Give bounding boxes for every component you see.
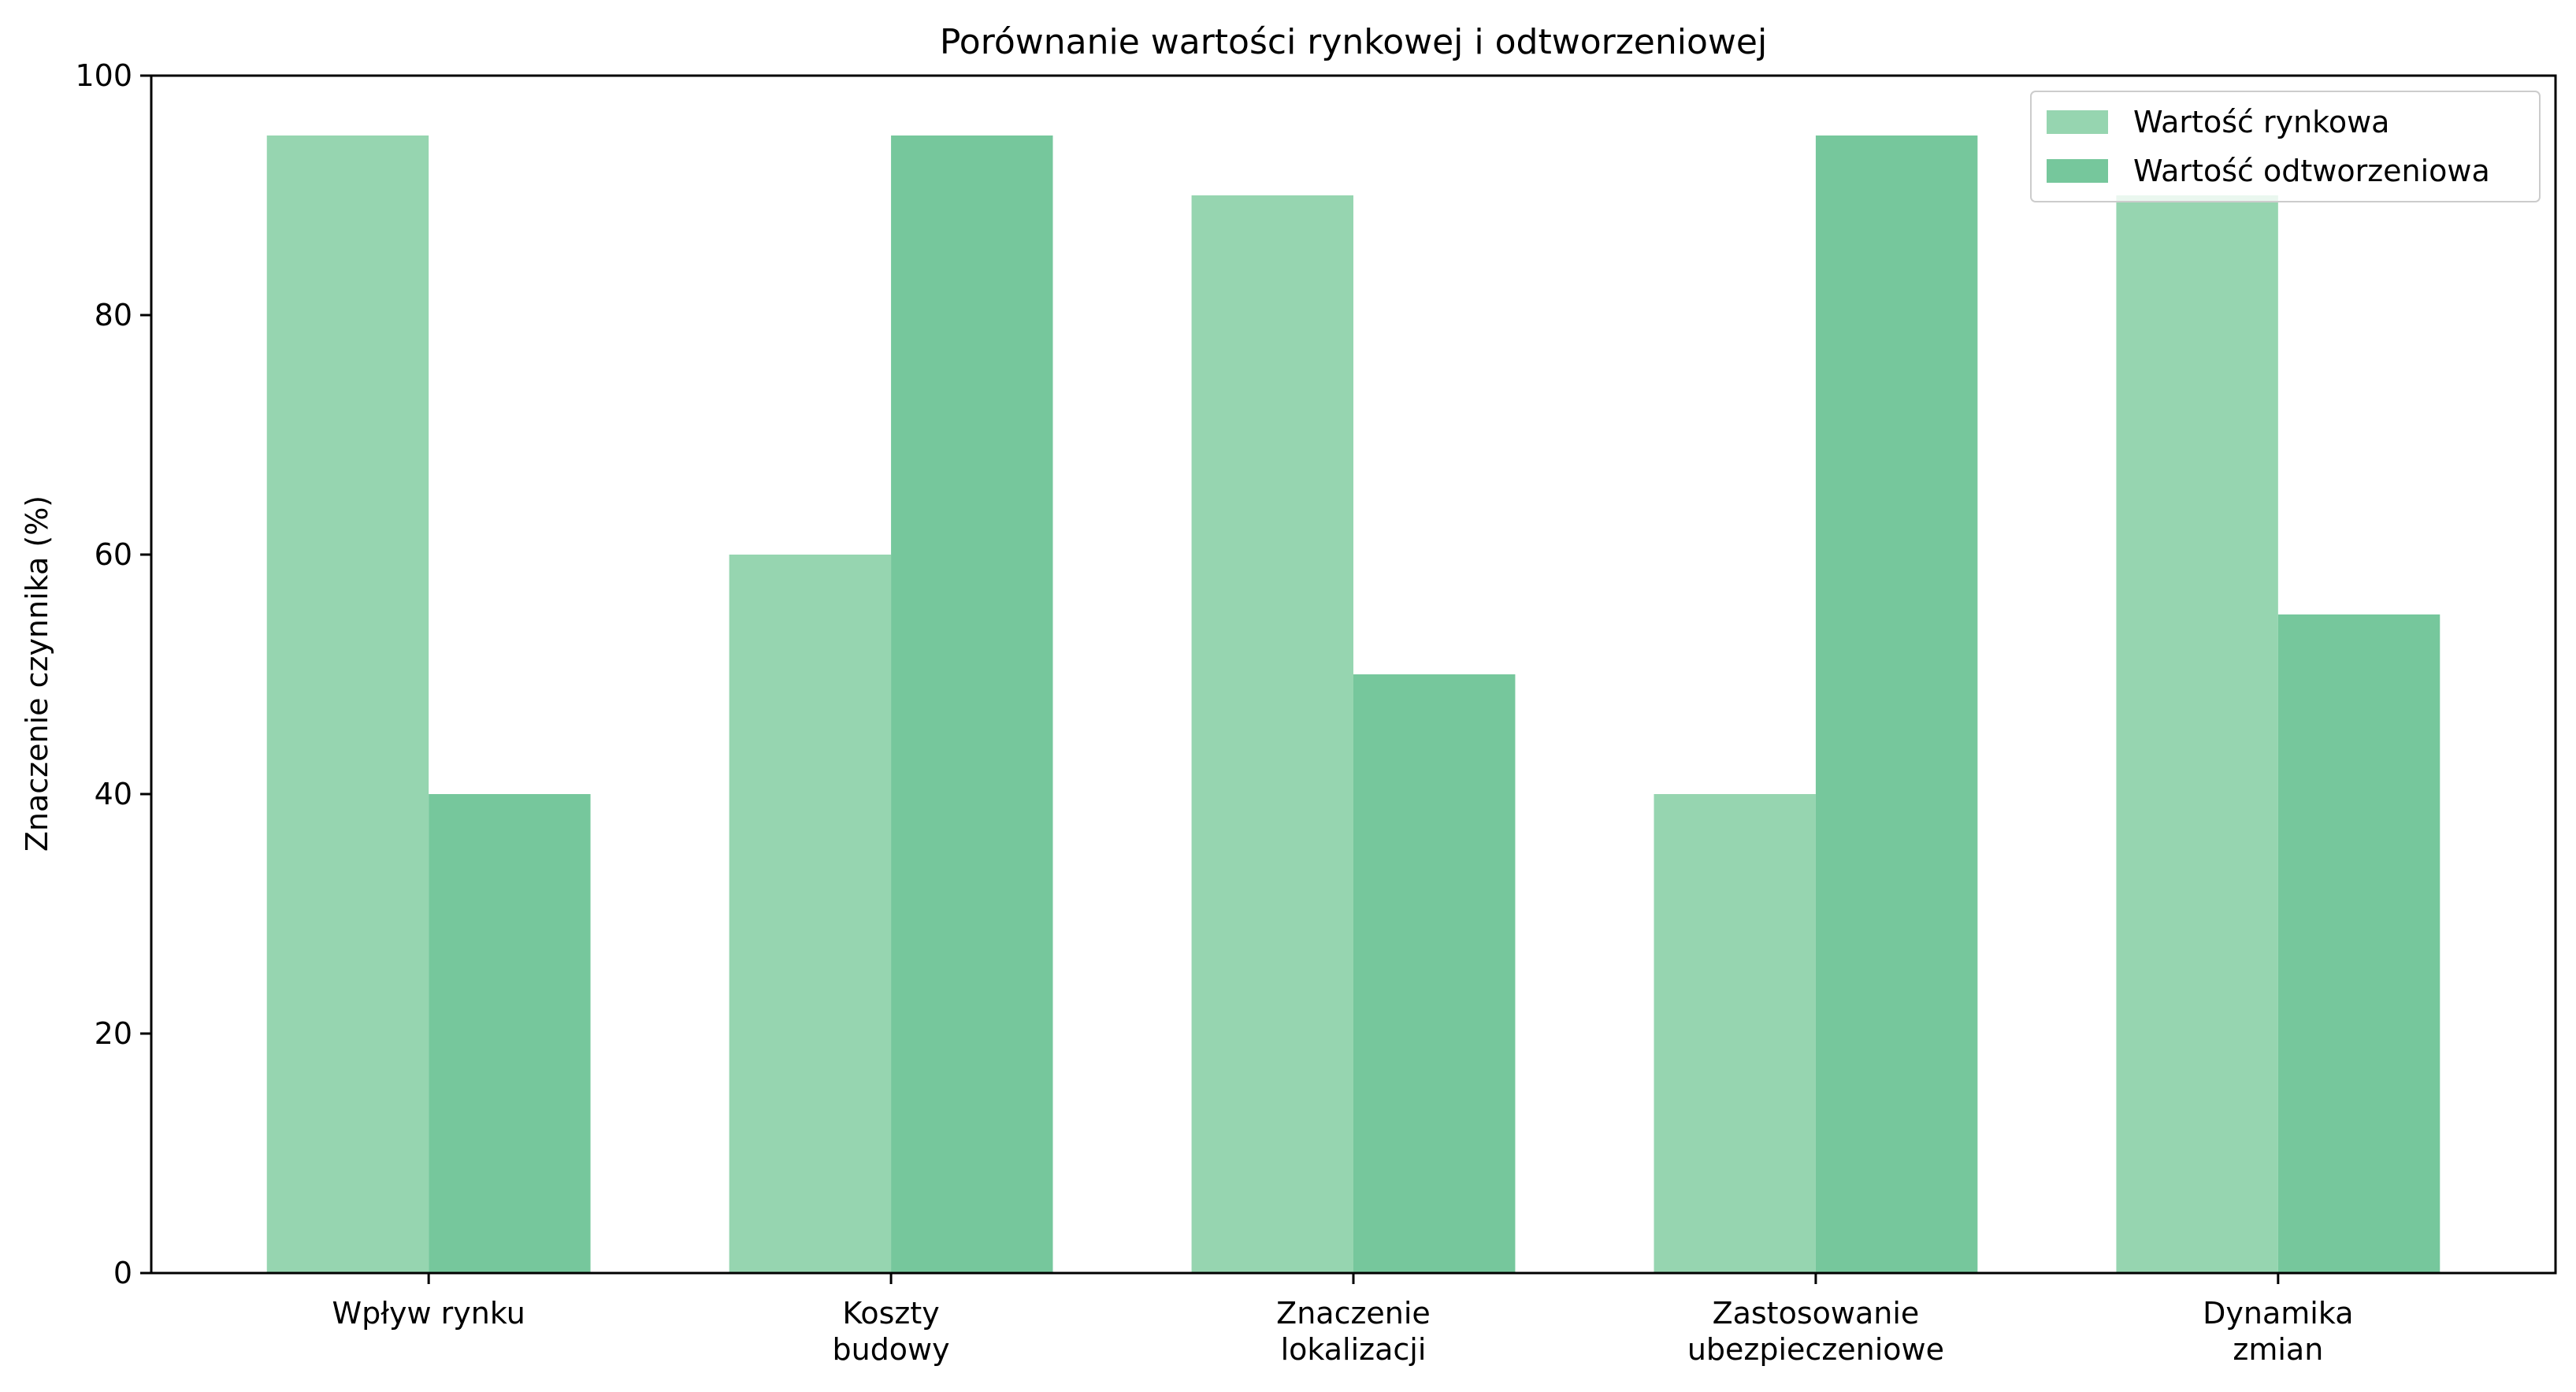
legend-swatch: [2047, 110, 2108, 134]
bars-group: [266, 135, 2441, 1273]
x-tick-label: Wpływ rynku: [332, 1296, 525, 1331]
bar-rynkowa-5: [2116, 195, 2278, 1273]
bar-rynkowa-3: [1191, 195, 1353, 1273]
x-tick-label: Znaczenie: [1276, 1296, 1431, 1331]
y-axis-label: Znaczenie czynnika (%): [20, 496, 54, 852]
x-tick-label: zmian: [2233, 1332, 2323, 1367]
y-tick-label: 100: [75, 58, 132, 93]
legend-label: Wartość odtworzeniowa: [2133, 154, 2490, 188]
bar-rynkowa-1: [266, 135, 429, 1273]
y-tick-label: 0: [113, 1256, 132, 1290]
x-tick-label: budowy: [832, 1332, 949, 1367]
y-tick-label: 40: [95, 777, 132, 811]
y-tick-label: 20: [95, 1016, 132, 1051]
y-tick-label: 60: [95, 537, 132, 572]
bar-odtworzeniowa-4: [1815, 135, 1978, 1273]
plot-frame: [150, 74, 2557, 1275]
x-tick-label: ubezpieczeniowe: [1687, 1332, 1944, 1367]
bar-rynkowa-4: [1654, 794, 1816, 1273]
y-axis-ticks: 0 20 40 60 80 100: [75, 58, 151, 1290]
legend-label: Wartość rynkowa: [2133, 105, 2389, 139]
chart-title: Porównanie wartości rynkowej i odtworzen…: [940, 22, 1767, 62]
bar-odtworzeniowa-5: [2277, 614, 2441, 1273]
x-tick-label: Koszty: [842, 1296, 939, 1331]
legend: Wartość rynkowa Wartość odtworzeniowa: [2030, 91, 2541, 202]
x-tick-label: Dynamika: [2203, 1296, 2353, 1331]
legend-box: [2030, 91, 2541, 202]
bar-odtworzeniowa-2: [891, 135, 1053, 1273]
bar-odtworzeniowa-1: [429, 794, 591, 1273]
bar-odtworzeniowa-3: [1353, 674, 1516, 1273]
legend-swatch: [2047, 159, 2108, 183]
x-tick-label: Zastosowanie: [1713, 1296, 1920, 1331]
x-tick-label: lokalizacji: [1281, 1332, 1427, 1367]
bar-rynkowa-2: [729, 555, 892, 1273]
y-tick-label: 80: [95, 298, 132, 332]
